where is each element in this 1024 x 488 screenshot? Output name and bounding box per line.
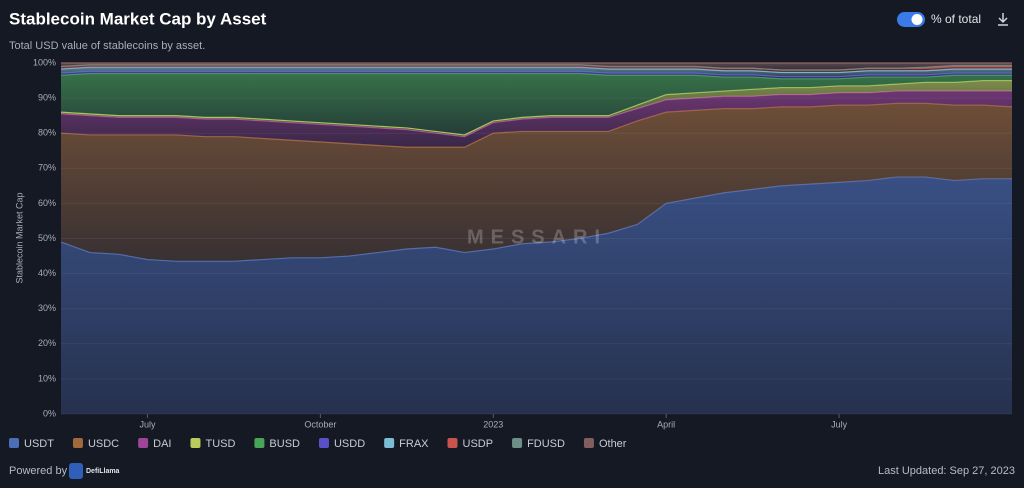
y-tick-label: 10% <box>38 373 56 383</box>
legend: USDT USDC DAI TUSD BUSD USDD FRAX USDP FDUSD Othe… <box>9 438 627 450</box>
area <box>61 80 1012 137</box>
y-tick-label: 20% <box>38 338 56 348</box>
legend-label: USDD <box>334 438 365 450</box>
legend-item[interactable]: USDT <box>9 438 54 450</box>
legend-item[interactable]: FDUSD <box>512 438 565 450</box>
legend-item[interactable]: BUSD <box>254 438 300 450</box>
area <box>61 67 1012 77</box>
legend-swatch <box>583 438 594 448</box>
y-tick-label: 50% <box>38 233 56 243</box>
area <box>61 103 1012 262</box>
y-tick-label: 70% <box>38 163 56 173</box>
last-updated: Last Updated: Sep 27, 2023 <box>878 465 1015 477</box>
y-tick-label: 60% <box>38 198 56 208</box>
powered-by: Powered by <box>9 465 68 477</box>
legend-item[interactable]: FRAX <box>384 438 429 450</box>
x-tick-label: October <box>304 419 336 429</box>
y-axis-label: Stablecoin Market Cap <box>14 192 24 283</box>
legend-label: FDUSD <box>527 438 565 450</box>
legend-item[interactable]: DAI <box>138 438 171 450</box>
brand-name: DefiLlama <box>86 468 120 475</box>
legend-item[interactable]: USDC <box>72 438 119 450</box>
x-tick-label: April <box>657 419 675 429</box>
legend-swatch <box>447 438 458 448</box>
legend-swatch <box>72 438 83 448</box>
area <box>61 63 1012 71</box>
y-tick-label: 80% <box>38 128 56 138</box>
legend-item[interactable]: USDD <box>318 438 365 450</box>
toggle-knob <box>911 14 923 25</box>
download-button[interactable] <box>998 13 1008 26</box>
percent-toggle[interactable]: % of total <box>897 12 981 27</box>
chart-title: Stablecoin Market Cap by Asset <box>9 9 267 28</box>
y-tick-label: 90% <box>38 92 56 102</box>
x-tick-label: July <box>831 419 848 429</box>
x-tick-label: 2023 <box>483 419 503 429</box>
legend-label: BUSD <box>269 438 300 450</box>
legend-label: USDP <box>463 438 494 450</box>
legend-label: TUSD <box>205 438 235 450</box>
area <box>61 73 1012 135</box>
watermark: MESSARI <box>467 226 607 248</box>
legend-swatch <box>9 438 19 448</box>
brand-logo <box>69 463 83 479</box>
y-tick-label: 40% <box>38 268 56 278</box>
legend-item[interactable]: Other <box>583 438 627 450</box>
area <box>61 91 1012 148</box>
area <box>61 71 1012 79</box>
legend-swatch <box>254 438 265 448</box>
legend-item[interactable]: USDP <box>447 438 494 450</box>
legend-item[interactable]: TUSD <box>190 438 235 450</box>
x-tick-label: July <box>139 419 156 429</box>
legend-label: USDT <box>24 438 54 450</box>
legend-label: USDC <box>88 438 119 450</box>
chart-subtitle: Total USD value of stablecoins by asset. <box>9 40 205 52</box>
legend-label: FRAX <box>399 438 429 450</box>
plot-area <box>60 62 1013 415</box>
legend-label: Other <box>599 438 627 450</box>
legend-swatch <box>512 438 523 448</box>
legend-swatch <box>318 438 329 448</box>
toggle-label: % of total <box>931 12 981 26</box>
y-tick-label: 100% <box>33 57 56 67</box>
legend-swatch <box>384 438 395 448</box>
legend-label: DAI <box>153 438 171 450</box>
area <box>61 64 1012 73</box>
area <box>61 177 1012 414</box>
y-tick-label: 30% <box>38 303 56 313</box>
legend-swatch <box>190 438 201 448</box>
download-icon <box>998 13 1008 26</box>
legend-swatch <box>138 438 149 448</box>
y-tick-label: 0% <box>43 408 56 418</box>
